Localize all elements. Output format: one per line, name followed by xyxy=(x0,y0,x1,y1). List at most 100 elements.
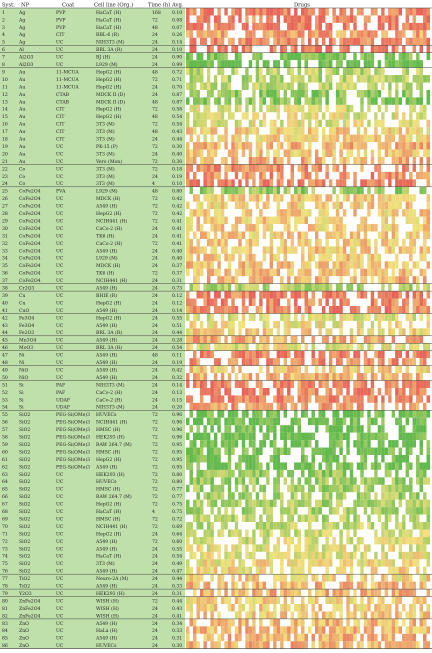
heat-cell xyxy=(349,15,354,23)
heat-cell xyxy=(266,395,270,403)
heat-cell xyxy=(346,45,350,53)
heat-cell xyxy=(318,149,322,158)
heat-cell xyxy=(283,179,288,187)
heat-cell xyxy=(381,127,385,135)
heat-cell xyxy=(335,52,340,61)
heat-cell xyxy=(259,462,263,470)
heat-cell xyxy=(231,484,235,493)
heat-cell xyxy=(402,8,406,16)
heat-cell xyxy=(412,365,417,374)
heat-cell xyxy=(332,179,336,187)
heat-cell xyxy=(203,522,207,530)
heat-cell xyxy=(308,15,312,23)
heat-cell xyxy=(335,462,340,470)
heat-cell xyxy=(363,425,368,433)
heat-cell xyxy=(332,283,336,292)
heat-cell xyxy=(252,119,256,128)
heat-cell xyxy=(262,395,267,403)
heat-cell xyxy=(186,246,190,254)
heat-cell xyxy=(255,119,260,128)
heat-cell xyxy=(332,522,336,530)
heat-cell xyxy=(301,30,305,38)
heat-cell xyxy=(234,60,239,68)
heat-cell xyxy=(189,529,194,537)
heat-cell xyxy=(248,477,253,485)
heat-cell xyxy=(238,15,242,23)
heat-cell xyxy=(203,536,207,545)
heat-cell xyxy=(210,119,214,128)
heat-cell xyxy=(189,97,194,105)
heat-cell xyxy=(384,358,389,366)
heat-cell xyxy=(273,45,277,53)
heat-cell xyxy=(234,37,239,46)
heat-cell xyxy=(189,380,194,388)
heat-cell xyxy=(287,209,291,217)
heat-cell xyxy=(192,469,197,478)
heat-cell xyxy=(419,22,424,31)
heat-cell xyxy=(213,246,218,254)
heat-cell xyxy=(206,291,211,299)
heat-cell xyxy=(304,417,309,426)
heat-cell xyxy=(304,60,309,68)
heat-cell xyxy=(349,97,354,105)
heat-cell xyxy=(381,507,385,515)
heat-cell xyxy=(412,231,417,239)
heat-cell xyxy=(381,373,385,381)
heat-cell xyxy=(196,112,200,120)
heat-cell xyxy=(353,350,357,359)
heat-cell xyxy=(349,8,354,16)
heat-cell xyxy=(395,186,399,195)
heat-cell xyxy=(301,186,305,195)
heat-cell xyxy=(402,171,406,180)
heat-cell xyxy=(238,186,242,195)
heat-cell xyxy=(269,112,274,120)
heat-cell xyxy=(363,60,368,68)
heat-cell xyxy=(283,350,288,359)
heat-cell xyxy=(384,328,389,336)
heat-cell xyxy=(412,82,417,90)
heat-cell xyxy=(342,417,347,426)
heat-cell xyxy=(245,462,249,470)
heat-cell xyxy=(353,492,357,500)
heat-cell xyxy=(192,425,197,433)
heat-cell xyxy=(213,216,218,225)
heat-cell xyxy=(217,268,221,277)
heat-cell xyxy=(346,149,350,158)
heat-cell xyxy=(370,22,375,31)
heat-cell xyxy=(245,425,249,433)
heat-cell xyxy=(280,149,284,158)
heat-cell xyxy=(259,529,263,537)
heat-cell xyxy=(210,320,214,329)
heat-cell xyxy=(311,127,316,135)
heat-cell xyxy=(356,417,361,426)
heat-cell xyxy=(203,216,207,225)
heat-cell xyxy=(283,298,288,307)
heat-cell xyxy=(346,387,350,396)
heat-cell xyxy=(266,358,270,366)
heat-cell xyxy=(199,283,204,292)
heat-cell xyxy=(248,365,253,374)
heat-cell xyxy=(353,291,357,299)
heat-cell xyxy=(416,216,420,225)
heat-cell xyxy=(342,387,347,396)
heat-cell xyxy=(356,358,361,366)
heat-cell xyxy=(248,261,253,269)
heat-cell xyxy=(206,52,211,61)
heat-cell xyxy=(241,350,246,359)
heat-cell xyxy=(388,224,392,232)
heat-cell xyxy=(374,89,378,98)
heat-cell xyxy=(206,134,211,143)
heat-cell xyxy=(192,373,197,381)
heat-cell xyxy=(423,246,427,254)
heat-cell xyxy=(388,216,392,225)
heat-cell xyxy=(412,104,417,113)
heat-cell xyxy=(349,380,354,388)
heat-cell xyxy=(276,447,281,456)
heat-cell xyxy=(199,313,204,321)
heat-cell xyxy=(426,492,431,500)
heat-cell xyxy=(384,387,389,396)
heat-cell xyxy=(328,75,333,83)
heat-cell xyxy=(374,75,378,83)
heat-cell xyxy=(321,343,326,351)
heat-cell xyxy=(238,514,242,523)
